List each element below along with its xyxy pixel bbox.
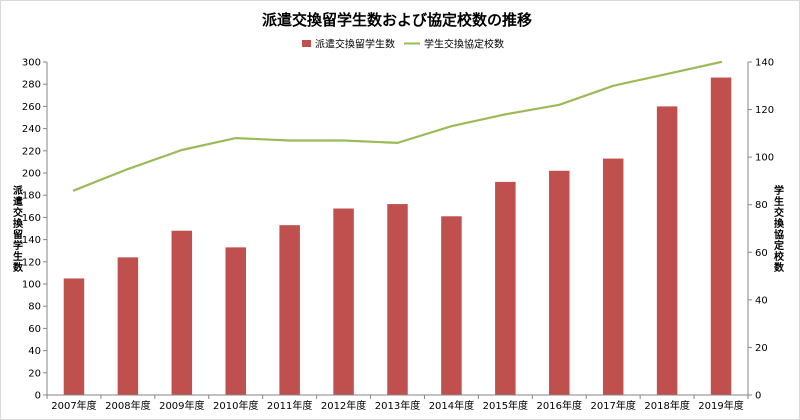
bar-2017年度 (602, 158, 624, 395)
x-tick-label: 2016年度 (537, 399, 582, 412)
line-point-2019年度 (720, 61, 722, 63)
line-point-2013年度 (396, 142, 399, 144)
bar-2014年度 (441, 216, 462, 395)
y-tick-label-left: 260 (22, 102, 41, 113)
bar-2018年度 (656, 106, 678, 396)
line-point-2014年度 (450, 125, 453, 127)
line-point-2017年度 (612, 85, 614, 87)
x-tick-label: 2010年度 (213, 399, 258, 412)
legend: 派遣交換留学生数 学生交換協定校数 (302, 38, 504, 51)
x-tick-label: 2011年度 (267, 399, 312, 412)
y-tick-label-left: 120 (22, 257, 41, 268)
line-point-2009年度 (181, 149, 183, 151)
x-tick-label: 2014年度 (429, 399, 474, 412)
y-tick-label-right: 140 (755, 58, 774, 69)
x-tick-label: 2008年度 (105, 399, 150, 412)
y-axis-label-right: 学生交換協定校数 (774, 184, 785, 274)
bar-2011年度 (279, 225, 300, 395)
y-tick-label-right: 120 (755, 105, 774, 116)
left-axis-title: 派遣交換留学生数 (13, 185, 24, 274)
bar-2007年度 (63, 278, 85, 395)
y-tick-label-left: 40 (28, 346, 41, 357)
line-point-2016年度 (558, 104, 560, 106)
line-point-2011年度 (289, 139, 291, 142)
x-tick-label: 2015年度 (483, 399, 528, 412)
x-tick-label: 2007年度 (51, 399, 96, 412)
bar-2016年度 (549, 170, 570, 395)
bar-2012年度 (333, 208, 354, 395)
x-tick-label: 2013年度 (375, 399, 420, 412)
right-axis-title: 学生交換協定校数 (774, 184, 785, 274)
y-tick-label-right: 100 (755, 153, 774, 164)
legend-label-line: 学生交換協定校数 (424, 38, 504, 51)
x-tick-label: 2018年度 (644, 399, 689, 412)
y-tick-label-left: 280 (22, 80, 41, 91)
y-tick-label-left: 200 (22, 169, 41, 180)
line-point-2010年度 (235, 137, 237, 139)
y-tick-label-left: 220 (22, 146, 41, 157)
bar-2015年度 (495, 181, 516, 395)
y-tick-label-left: 20 (28, 368, 41, 379)
bar-2008年度 (117, 257, 139, 395)
chart-title: 派遣交換留学生数および協定校数の推移 (262, 11, 532, 29)
line-point-2015年度 (504, 113, 506, 115)
y-tick-label-left: 140 (22, 235, 41, 246)
y-tick-label-right: 60 (755, 248, 768, 259)
line-point-2012年度 (342, 139, 345, 142)
y-tick-label-left: 60 (28, 324, 41, 335)
y-tick-label-left: 300 (22, 58, 41, 69)
bar-2019年度 (710, 77, 732, 395)
y-axis-label-left: 派遣交換留学生数 (13, 185, 24, 274)
x-tick-label: 2017年度 (590, 399, 635, 412)
y-tick-label-left: 80 (28, 302, 41, 313)
y-tick-label-right: 20 (755, 343, 768, 354)
y-tick-label-right: 40 (755, 295, 768, 306)
legend-label-bar: 派遣交換留学生数 (315, 38, 395, 51)
y-tick-label-right: 80 (755, 200, 768, 211)
y-tick-label-left: 180 (22, 191, 41, 202)
x-tick-label: 2009年度 (159, 399, 204, 412)
y-tick-label-right: 0 (755, 391, 761, 402)
line-point-2008年度 (127, 168, 129, 170)
y-tick-label-left: 240 (22, 124, 41, 135)
bar-2010年度 (225, 247, 246, 395)
line-point-2007年度 (73, 189, 75, 192)
x-tick-label: 2019年度 (698, 399, 743, 412)
plot-area: 0204060801001201401601802002202402602803… (22, 58, 774, 413)
y-tick-label-left: 160 (22, 213, 41, 224)
y-tick-label-left: 100 (22, 280, 41, 291)
legend-swatch-bar (302, 40, 311, 47)
y-tick-label-left: 0 (35, 391, 41, 402)
bar-2009年度 (171, 230, 193, 395)
line-point-2018年度 (666, 73, 668, 75)
x-tick-label: 2012年度 (321, 399, 366, 412)
bar-2013年度 (387, 204, 408, 395)
